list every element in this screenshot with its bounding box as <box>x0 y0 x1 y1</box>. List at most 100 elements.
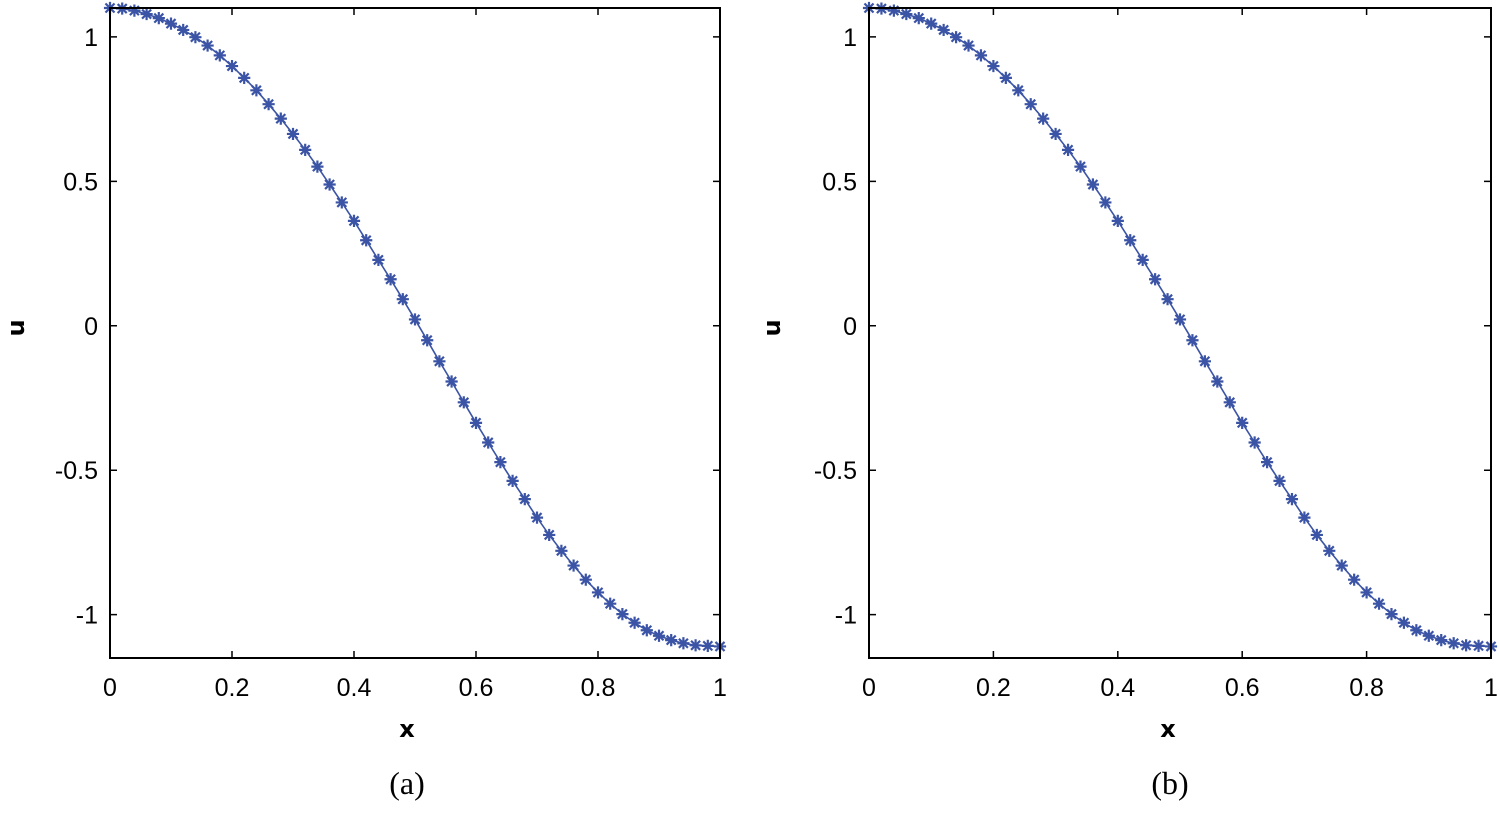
data-point-marker <box>262 98 275 111</box>
data-point-marker <box>469 416 483 429</box>
data-point-marker <box>201 39 214 52</box>
x-axis-label: x <box>399 715 415 743</box>
data-point-marker <box>238 71 251 85</box>
data-point-marker <box>1410 624 1423 637</box>
data-point-marker <box>1348 573 1361 586</box>
data-point-marker <box>1323 544 1336 557</box>
data-point-marker <box>900 7 913 21</box>
data-point-marker <box>128 4 141 17</box>
data-point-marker <box>1223 396 1236 409</box>
y-tick-label: -0.5 <box>55 457 98 485</box>
x-tick-label: 0.4 <box>337 674 372 702</box>
data-point-marker <box>1124 234 1137 247</box>
data-point-marker <box>677 637 690 650</box>
x-tick-label: 0.2 <box>215 674 250 702</box>
data-point-marker <box>567 559 580 572</box>
data-point-marker <box>555 544 568 557</box>
x-tick-label: 0.2 <box>976 674 1011 702</box>
y-tick-label: 0 <box>843 313 857 341</box>
data-point-marker <box>164 17 178 30</box>
data-point-marker <box>1397 616 1411 629</box>
data-point-marker <box>1472 639 1485 652</box>
data-point-marker <box>1074 160 1087 173</box>
data-point-marker <box>152 12 165 25</box>
data-point-marker <box>701 639 714 652</box>
y-tick-label: -1 <box>76 602 98 630</box>
data-point-marker <box>1186 334 1199 347</box>
data-point-marker <box>225 59 239 73</box>
data-point-marker <box>1149 273 1162 286</box>
data-point-marker <box>640 624 653 637</box>
data-point-marker <box>1173 313 1187 326</box>
series-line <box>109 7 721 648</box>
data-point-marker <box>1049 127 1062 141</box>
data-point-marker <box>912 12 925 25</box>
panel-caption: (b) <box>1151 765 1188 801</box>
data-point-marker <box>213 49 226 62</box>
data-point-marker <box>1061 143 1075 156</box>
x-tick-label: 0.6 <box>459 674 494 702</box>
x-tick-label: 1 <box>1484 674 1498 702</box>
data-point-marker <box>1012 84 1025 97</box>
axis-ticks <box>868 8 1492 658</box>
data-point-marker <box>937 23 950 37</box>
y-tick-label: 0.5 <box>822 168 857 196</box>
x-tick-label: 0 <box>862 674 876 702</box>
data-point-marker <box>360 234 373 247</box>
data-point-marker <box>974 49 988 62</box>
y-tick-label: 0 <box>84 313 98 341</box>
data-point-marker <box>1422 629 1435 642</box>
data-point-marker <box>1372 597 1386 610</box>
data-point-marker <box>1460 639 1473 652</box>
data-point-marker <box>1161 293 1174 306</box>
data-point-marker <box>1037 112 1050 125</box>
data-point-marker <box>140 7 153 21</box>
data-point-marker <box>579 573 592 586</box>
y-tick-label: 1 <box>843 24 857 52</box>
panel-a: 0 0.2 0.4 0.6 0.8 1 1 0.5 0 -0.5 -1 x u (a) <box>2 1 727 801</box>
data-point-marker <box>1285 493 1299 506</box>
data-point-marker <box>1236 416 1249 429</box>
y-tick-label: -1 <box>835 602 857 630</box>
tick-labels: 0 0.2 0.4 0.6 0.8 1 1 0.5 0 -0.5 -1 <box>814 24 1498 702</box>
data-point-marker <box>311 160 324 173</box>
data-point-marker <box>1260 456 1274 469</box>
data-point-marker <box>652 629 666 642</box>
data-point-marker <box>925 17 938 30</box>
y-axis-label: u <box>758 319 786 336</box>
data-point-marker <box>887 4 900 17</box>
data-point-marker <box>177 23 190 37</box>
data-point-marker <box>274 112 287 125</box>
data-point-marker <box>1111 214 1124 228</box>
panel-caption: (a) <box>389 765 425 801</box>
tick-labels: 0 0.2 0.4 0.6 0.8 1 1 0.5 0 -0.5 -1 <box>55 24 727 702</box>
data-point-marker <box>962 39 975 52</box>
data-point-marker <box>689 639 702 652</box>
data-point-marker <box>457 396 470 409</box>
axis-ticks <box>109 8 721 658</box>
data-point-marker <box>445 375 458 388</box>
data-point-marker <box>189 31 202 44</box>
data-point-marker <box>335 196 348 209</box>
data-point-marker <box>1024 98 1037 111</box>
data-point-marker <box>1298 511 1311 524</box>
data-point-marker <box>1310 528 1323 542</box>
data-point-marker <box>372 253 385 267</box>
data-series <box>862 1 1498 653</box>
data-point-marker <box>628 616 641 629</box>
data-point-marker <box>408 313 422 326</box>
data-point-marker <box>999 71 1012 85</box>
data-point-marker <box>530 511 544 524</box>
data-point-marker <box>286 127 300 141</box>
plot-frame <box>868 7 1492 659</box>
data-point-marker <box>506 474 519 488</box>
y-tick-label: 1 <box>84 24 98 52</box>
data-point-marker <box>1198 355 1211 368</box>
data-point-marker <box>494 456 507 469</box>
x-tick-label: 0.6 <box>1225 674 1260 702</box>
data-series <box>103 1 727 653</box>
x-tick-label: 0 <box>103 674 117 702</box>
data-point-marker <box>250 84 263 97</box>
data-point-marker <box>299 143 312 156</box>
y-tick-label: -0.5 <box>814 457 857 485</box>
